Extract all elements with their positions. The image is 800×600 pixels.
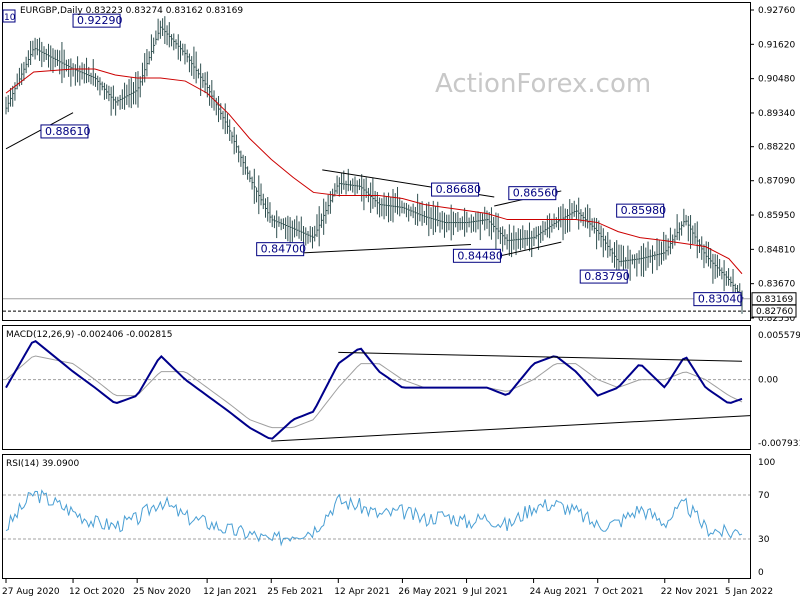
annotation-box [693,292,742,307]
annotation-label: 0.83790 [584,270,630,283]
price-tick-label: 0.87090 [758,177,795,187]
macd-tick-label: 0.00 [758,376,778,386]
date-tick-label: 26 May 2021 [398,587,457,597]
annotation-box [72,13,121,28]
price-tick-label: 0.82530 [758,314,795,324]
annotation-label: 0.84480 [457,249,503,262]
annotation-box [452,248,501,263]
annotation-label: 0.83040 [698,293,744,306]
price-marker-box [751,304,797,318]
macd-trendline [338,351,743,362]
macd-tick-label: 0.005579 [758,331,800,341]
macd-tick-label: -0.007931 [758,439,800,449]
date-tick-label: 12 Jan 2021 [203,587,257,597]
date-tick-label: 12 Apr 2021 [334,587,390,597]
rsi-tick-label: 70 [758,491,770,501]
price-tick-label: 0.89340 [758,109,795,119]
price-tick-label: 0.85950 [758,211,795,221]
trendline [277,244,471,255]
date-tick-label: 25 Nov 2020 [133,587,191,597]
annotation-label: 0.88610 [45,125,91,138]
corner-tag-box [2,9,16,23]
trendline [494,241,562,258]
annotation-label: 0.92290 [77,14,123,27]
annotation-box [431,182,480,197]
date-tick-label: 9 Jul 2021 [463,587,508,597]
date-tick-label: 27 Aug 2020 [2,587,60,597]
price-marks [3,16,750,314]
price-marker-label: 0.82760 [756,307,793,317]
annotation-label: 0.84700 [261,243,307,256]
annotation-box [40,124,89,139]
rsi-tick-label: 0 [758,568,764,578]
date-tick-label: 22 Nov 2021 [661,587,719,597]
date-tick-label: 7 Oct 2021 [594,587,644,597]
date-tick-label: 24 Aug 2021 [530,587,588,597]
annotation-box [579,269,628,284]
symbol-line: EURGBP,Daily 0.83223 0.83274 0.83162 0.8… [20,6,243,16]
macd-marks [3,340,751,442]
price-tick-label: 0.84810 [758,245,795,255]
annotation-box [508,186,557,201]
macd-line [5,340,743,440]
annotation-label: 0.86680 [436,183,482,196]
macd-label: MACD(12,26,9) -0.002406 -0.002815 [6,330,172,340]
annotation-boxes: 0.92290 0.88610 0.84700 0.86680 0.84480 0.865… [40,13,744,307]
rsi-line [5,489,743,547]
corner-tag: 10 [4,13,16,23]
price-panel [2,2,751,321]
annotation-box [256,242,305,257]
price-tick-label: 0.88220 [758,143,795,153]
trendline [5,112,74,150]
moving-average-line [5,68,743,275]
annotation-label: 0.85980 [621,204,667,217]
date-tick-label: 5 Jan 2022 [725,587,773,597]
rsi-panel [2,454,751,579]
rsi-marks [3,489,750,547]
price-tick-label: 0.83670 [758,280,795,290]
rsi-tick-label: 100 [758,458,775,468]
price-tick-label: 0.91620 [758,40,795,50]
macd-panel [2,325,751,450]
date-tick-label: 12 Oct 2020 [69,587,125,597]
price-marker-label: 0.83169 [756,295,793,305]
price-tick-label: 0.92760 [758,6,795,16]
axes: 0.92760 0.91620 0.90480 0.89340 0.88220 0.870… [2,6,800,597]
price-tick-label: 0.90480 [758,75,795,85]
watermark: ActionForex.com [435,69,651,99]
rsi-label: RSI(14) 39.0900 [6,459,79,469]
annotation-label: 0.86560 [513,187,559,200]
date-tick-label: 25 Feb 2021 [267,587,323,597]
rsi-tick-label: 30 [758,535,770,545]
annotation-box [616,203,665,218]
macd-trendline [271,415,751,442]
